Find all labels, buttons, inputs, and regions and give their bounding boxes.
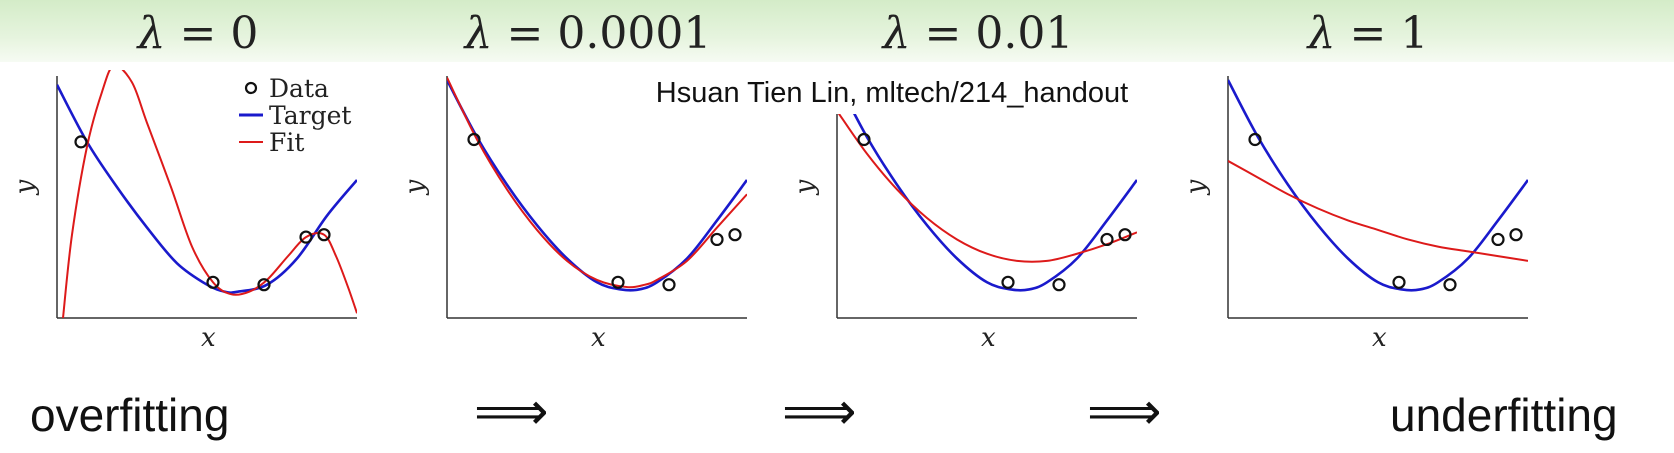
data-point bbox=[1509, 228, 1523, 242]
fit-line bbox=[447, 77, 747, 289]
arrow-3: ⟹ bbox=[1087, 382, 1162, 442]
data-point bbox=[1392, 275, 1406, 289]
legend-entry-target: Target bbox=[269, 101, 351, 130]
legend-entry-fit: Fit bbox=[269, 128, 304, 157]
y-axis-label: y bbox=[790, 179, 820, 195]
data-point bbox=[1443, 278, 1457, 292]
panel-3-title: λ = 0.01 bbox=[882, 8, 1074, 59]
data-point bbox=[1100, 232, 1114, 247]
target-line bbox=[837, 79, 1137, 292]
y-axis-label: y bbox=[10, 179, 40, 195]
legend-entry-data: Data bbox=[269, 74, 329, 103]
y-axis-label: y bbox=[1181, 179, 1211, 195]
fit-line bbox=[1228, 160, 1528, 262]
data-point bbox=[728, 228, 742, 242]
x-axis-label: x bbox=[981, 323, 996, 353]
credit-label: Hsuan Tien Lin, mltech/214_handout bbox=[622, 72, 1162, 114]
series-group bbox=[447, 77, 747, 292]
overfitting-caption: overfitting bbox=[30, 389, 230, 441]
arrow-2: ⟹ bbox=[782, 382, 857, 442]
underfitting-caption: underfitting bbox=[1390, 389, 1618, 441]
data-point bbox=[1491, 232, 1505, 247]
data-point bbox=[74, 135, 88, 149]
data-point bbox=[206, 275, 220, 289]
data-point bbox=[257, 278, 271, 292]
series-group bbox=[1228, 79, 1528, 292]
fit-line bbox=[837, 110, 1137, 263]
title-banner bbox=[0, 0, 1674, 62]
data-point bbox=[1248, 132, 1262, 147]
data-point bbox=[317, 228, 331, 242]
x-axis-label: x bbox=[1372, 323, 1387, 353]
data-point bbox=[710, 232, 724, 247]
target-line bbox=[1228, 79, 1528, 292]
data-point bbox=[611, 275, 625, 289]
panel-2: xy bbox=[400, 76, 747, 353]
target-line bbox=[447, 79, 747, 292]
data-point bbox=[467, 132, 481, 147]
y-axis-label: y bbox=[400, 179, 430, 195]
panel-3: xy bbox=[790, 76, 1137, 353]
x-axis-label: x bbox=[201, 323, 216, 353]
data-point bbox=[1052, 278, 1066, 292]
data-point bbox=[1118, 228, 1132, 242]
legend-data-marker bbox=[244, 81, 258, 95]
target-line bbox=[57, 84, 357, 295]
panel-4: xy bbox=[1181, 76, 1528, 353]
arrow-1: ⟹ bbox=[474, 382, 549, 442]
data-point bbox=[1001, 275, 1015, 289]
data-point bbox=[857, 132, 871, 147]
panel-1-title: λ = 0 bbox=[137, 8, 259, 59]
data-point bbox=[299, 230, 313, 244]
panel-2-title: λ = 0.0001 bbox=[464, 8, 712, 59]
data-point bbox=[662, 278, 676, 292]
series-group bbox=[837, 79, 1137, 292]
panel-4-title: λ = 1 bbox=[1307, 8, 1429, 59]
x-axis-label: x bbox=[591, 323, 606, 353]
